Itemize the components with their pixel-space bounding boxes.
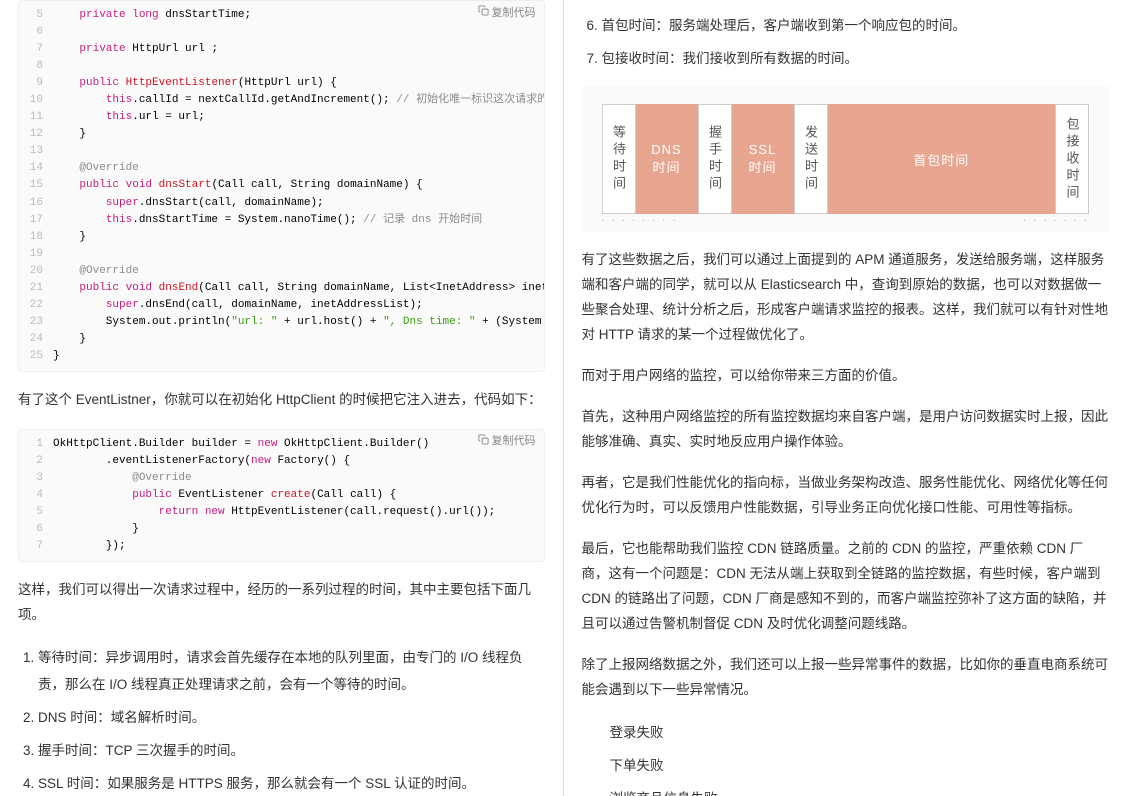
copy-icon bbox=[478, 434, 489, 452]
timing-list: 等待时间：异步调用时，请求会首先缓存在本地的队列里面，由专门的 I/O 线程负责… bbox=[18, 644, 545, 796]
code-line: 24 } bbox=[27, 331, 536, 348]
code-line: 7 private HttpUrl url ; bbox=[27, 41, 536, 58]
diagram-dots-right: · · · · · · · bbox=[1023, 215, 1089, 226]
timing-diagram: 等待时间DNS时间握手时间SSL时间发送时间首包时间包接收时间 · · · · … bbox=[582, 86, 1110, 232]
code-line: 23 System.out.println("url: " + url.host… bbox=[27, 314, 536, 331]
code-line: 8 bbox=[27, 58, 536, 75]
diagram-dots-left: · · · · · · · · bbox=[602, 215, 678, 226]
code-line: 11 this.url = url; bbox=[27, 109, 536, 126]
copy-button-2[interactable]: 复制代码 bbox=[478, 434, 536, 452]
code-line: 2 .eventListenerFactory(new Factory() { bbox=[27, 453, 536, 470]
paragraph: 再者，它是我们性能优化的指向标，当做业务架构改造、服务性能优化、网络优化等任何优… bbox=[582, 471, 1110, 521]
code-line: 17 this.dnsStartTime = System.nanoTime()… bbox=[27, 212, 536, 229]
paragraph: 有了这些数据之后，我们可以通过上面提到的 APM 通道服务，发送给服务端，这样服… bbox=[582, 248, 1110, 348]
paragraph: 这样，我们可以得出一次请求过程中，经历的一系列过程的时间，其中主要包括下面几项。 bbox=[18, 578, 545, 628]
code-line: 18 } bbox=[27, 229, 536, 246]
copy-label: 复制代码 bbox=[492, 6, 536, 23]
timing-list-cont: 首包时间：服务端处理后，客户端收到第一个响应包的时间。包接收时间：我们接收到所有… bbox=[582, 12, 1110, 72]
code-line: 4 public EventListener create(Call call)… bbox=[27, 487, 536, 504]
list-item: SSL 时间：如果服务是 HTTPS 服务，那么就会有一个 SSL 认证的时间。 bbox=[38, 770, 545, 796]
code-line: 13 bbox=[27, 143, 536, 160]
code-line: 15 public void dnsStart(Call call, Strin… bbox=[27, 177, 536, 194]
diagram-box: DNS时间 bbox=[636, 104, 698, 214]
code-line: 5 return new HttpEventListener(call.requ… bbox=[27, 504, 536, 521]
code-block-1: 复制代码 5 private long dnsStartTime;67 priv… bbox=[18, 0, 545, 372]
code-line: 14 @Override bbox=[27, 160, 536, 177]
code-line: 6 bbox=[27, 24, 536, 41]
list-item: 下单失败 bbox=[610, 752, 1110, 779]
list-item: 登录失败 bbox=[610, 719, 1110, 746]
paragraph: 除了上报网络数据之外，我们还可以上报一些异常事件的数据，比如你的垂直电商系统可能… bbox=[582, 653, 1110, 703]
list-item: 等待时间：异步调用时，请求会首先缓存在本地的队列里面，由专门的 I/O 线程负责… bbox=[38, 644, 545, 698]
code-line: 12 } bbox=[27, 126, 536, 143]
left-column: 复制代码 5 private long dnsStartTime;67 priv… bbox=[0, 0, 564, 796]
code-line: 9 public HttpEventListener(HttpUrl url) … bbox=[27, 75, 536, 92]
diagram-box: 发送时间 bbox=[794, 104, 828, 214]
code-line: 20 @Override bbox=[27, 263, 536, 280]
diagram-box: 包接收时间 bbox=[1055, 104, 1089, 214]
right-column: 首包时间：服务端处理后，客户端收到第一个响应包的时间。包接收时间：我们接收到所有… bbox=[564, 0, 1127, 796]
diagram-box: 等待时间 bbox=[602, 104, 636, 214]
code-line: 1OkHttpClient.Builder builder = new OkHt… bbox=[27, 436, 536, 453]
code-line: 16 super.dnsStart(call, domainName); bbox=[27, 195, 536, 212]
list-item: 包接收时间：我们接收到所有数据的时间。 bbox=[602, 45, 1110, 72]
paragraph: 最后，它也能帮助我们监控 CDN 链路质量。之前的 CDN 的监控，严重依赖 C… bbox=[582, 537, 1110, 637]
code-line: 5 private long dnsStartTime; bbox=[27, 7, 536, 24]
list-item: 首包时间：服务端处理后，客户端收到第一个响应包的时间。 bbox=[602, 12, 1110, 39]
paragraph: 首先，这种用户网络监控的所有监控数据均来自客户端，是用户访问数据实时上报，因此能… bbox=[582, 405, 1110, 455]
code-line: 6 } bbox=[27, 521, 536, 538]
diagram-box: 握手时间 bbox=[698, 104, 732, 214]
code-line: 10 this.callId = nextCallId.getAndIncrem… bbox=[27, 92, 536, 109]
code-line: 3 @Override bbox=[27, 470, 536, 487]
code-line: 25} bbox=[27, 348, 536, 365]
list-item: 浏览商品信息失败 bbox=[610, 785, 1110, 796]
paragraph: 而对于用户网络的监控，可以给你带来三方面的价值。 bbox=[582, 364, 1110, 389]
diagram-box: 首包时间 bbox=[828, 104, 1056, 214]
code-line: 19 bbox=[27, 246, 536, 263]
copy-icon bbox=[478, 5, 489, 23]
error-list: 登录失败下单失败浏览商品信息失败 bbox=[582, 719, 1110, 796]
list-item: 握手时间：TCP 三次握手的时间。 bbox=[38, 737, 545, 764]
paragraph: 有了这个 EventListner，你就可以在初始化 HttpClient 的时… bbox=[18, 388, 545, 413]
list-item: DNS 时间：域名解析时间。 bbox=[38, 704, 545, 731]
code-line: 21 public void dnsEnd(Call call, String … bbox=[27, 280, 536, 297]
code-line: 7 }); bbox=[27, 538, 536, 555]
copy-button-1[interactable]: 复制代码 bbox=[478, 5, 536, 23]
code-line: 22 super.dnsEnd(call, domainName, inetAd… bbox=[27, 297, 536, 314]
copy-label: 复制代码 bbox=[492, 434, 536, 451]
diagram-box: SSL时间 bbox=[732, 104, 794, 214]
code-block-2: 复制代码 1OkHttpClient.Builder builder = new… bbox=[18, 429, 545, 562]
